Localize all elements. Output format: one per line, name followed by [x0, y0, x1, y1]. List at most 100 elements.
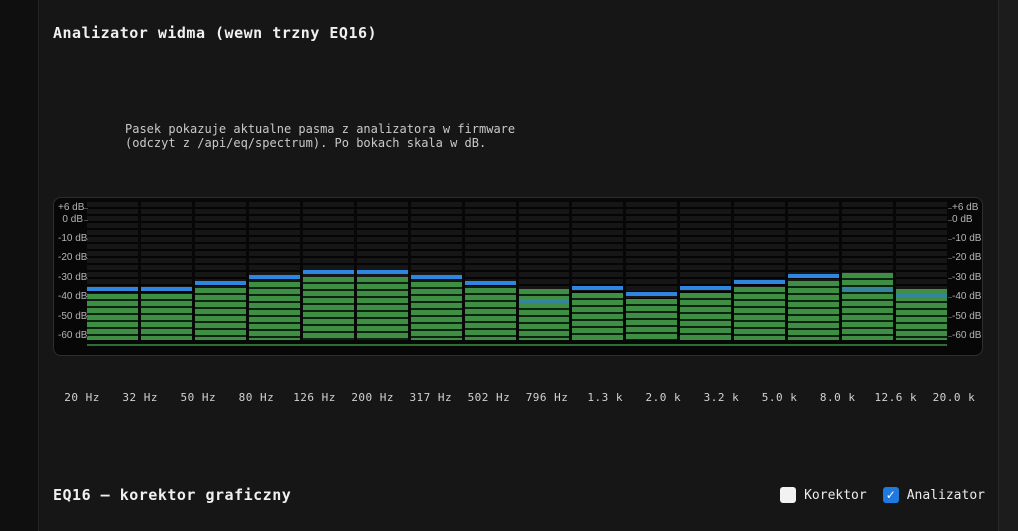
db-scale-label: -20 dB: [952, 252, 982, 264]
db-scale-tick: [948, 316, 952, 318]
chart-description: Pasek pokazuje aktualne pasma z analizat…: [125, 122, 516, 150]
db-scale-label: -40 dB: [58, 291, 88, 303]
spectrum-bar-level: [572, 293, 624, 340]
db-scale-tick: [948, 239, 952, 241]
spectrum-peak-indicator: [140, 287, 192, 292]
spectrum-peak-indicator: [788, 273, 840, 278]
spectrum-bar: [842, 202, 894, 340]
spectrum-analyzer-chart: +6 dB +6 dB 0 dB 0 dB -10 dB -10 dB -20 dB -20 …: [53, 197, 983, 356]
spectrum-peak-indicator: [572, 286, 624, 291]
freq-label: 796 Hz: [525, 391, 569, 404]
db-scale-label: -50 dB: [952, 310, 982, 322]
db-scale-label: -10 dB: [58, 233, 88, 245]
eq-section-header: EQ16 – korektor graficzny Korektor ✓ Ana…: [53, 483, 985, 507]
spectrum-bar: [518, 202, 570, 340]
db-scale-label: -20 dB: [58, 252, 88, 264]
spectrum-peak-indicator: [356, 269, 408, 274]
korektor-checkbox[interactable]: [780, 487, 797, 503]
db-scale-label: -50 dB: [58, 310, 88, 322]
db-scale-tick: [948, 219, 952, 221]
spectrum-bar-level: [626, 299, 678, 340]
freq-label: 8.0 k: [819, 391, 856, 404]
db-scale-label: -40 dB: [952, 291, 982, 303]
freq-label: 12.6 k: [874, 391, 918, 404]
page-title: Analizator widma (wewn trzny EQ16): [53, 24, 378, 42]
spectrum-bar-level: [302, 276, 354, 340]
freq-label: 502 Hz: [467, 391, 511, 404]
db-scale-tick: [948, 258, 952, 260]
db-scale-label: +6 dB: [952, 202, 979, 213]
korektor-toggle[interactable]: Korektor: [780, 487, 867, 503]
spectrum-bar-level: [464, 287, 516, 340]
db-scale-label: +6 dB: [58, 202, 85, 213]
spectrum-bar-level: [87, 294, 138, 340]
freq-label: 126 Hz: [293, 391, 336, 404]
db-scale-tick: [948, 277, 952, 279]
db-scale-tick: [84, 258, 88, 260]
spectrum-plot-area: [87, 202, 947, 340]
spectrum-bar: [572, 202, 624, 340]
db-scale-label: -60 dB: [952, 330, 982, 341]
spectrum-bar-level: [680, 293, 732, 340]
spectrum-bar: [896, 202, 947, 340]
freq-label: 1.3 k: [587, 391, 623, 404]
spectrum-baseline: [87, 344, 947, 346]
db-scale-label: -60 dB: [58, 330, 88, 341]
db-scale-tick: [84, 297, 88, 299]
db-scale-label: -30 dB: [952, 271, 982, 283]
analizator-label: Analizator: [906, 487, 985, 503]
spectrum-bar: [680, 202, 732, 340]
eq-section-title: EQ16 – korektor graficzny: [53, 486, 292, 504]
spectrum-peak-indicator: [680, 286, 732, 291]
spectrum-bar: [410, 202, 462, 340]
spectrum-peak-indicator: [87, 287, 138, 292]
db-scale-tick: [948, 208, 952, 209]
spectrum-peak-indicator: [302, 269, 354, 274]
spectrum-bar: [302, 202, 354, 340]
frequency-labels-row: 20 Hz 32 Hz 50 Hz 80 Hz 126 Hz 200 Hz 317 Hz 50…: [53, 391, 983, 404]
db-scale-tick: [84, 316, 88, 318]
spectrum-bar: [626, 202, 678, 340]
spectrum-bar: [356, 202, 408, 340]
toggle-group: Korektor ✓ Analizator: [780, 487, 985, 503]
spectrum-bar-level: [248, 281, 300, 340]
freq-label: 3.2 k: [703, 391, 740, 404]
db-scale-tick: [84, 208, 88, 209]
spectrum-bar: [734, 202, 786, 340]
main-panel: Analizator widma (wewn trzny EQ16) Pasek…: [40, 0, 998, 531]
db-scale-tick: [84, 277, 88, 279]
freq-label: 32 Hz: [122, 391, 158, 404]
spectrum-bar-level: [734, 286, 786, 340]
spectrum-peak-indicator: [896, 294, 947, 299]
spectrum-peak-indicator: [518, 299, 570, 304]
freq-label: 20.0 k: [932, 391, 976, 404]
spectrum-bar-level: [140, 294, 192, 340]
spectrum-bar: [248, 202, 300, 340]
db-scale-tick: [84, 239, 88, 241]
db-scale-label: 0 dB: [62, 213, 83, 225]
spectrum-bar-level: [788, 280, 840, 340]
spectrum-peak-indicator: [626, 292, 678, 297]
spectrum-peak-indicator: [194, 280, 246, 285]
freq-label: 200 Hz: [351, 391, 395, 404]
db-scale-label: -10 dB: [952, 233, 982, 245]
analizator-toggle[interactable]: ✓ Analizator: [882, 487, 985, 503]
spectrum-bar-level: [842, 272, 894, 340]
analizator-checkbox[interactable]: ✓: [882, 487, 899, 503]
right-scroll-gutter[interactable]: [998, 0, 1018, 531]
spectrum-bar: [87, 202, 138, 340]
spectrum-bar-level: [410, 281, 462, 340]
spectrum-bar: [464, 202, 516, 340]
spectrum-peak-indicator: [842, 286, 894, 291]
spectrum-peak-indicator: [464, 280, 516, 285]
spectrum-bar: [140, 202, 192, 340]
db-scale-label: -30 dB: [58, 271, 88, 283]
db-scale-tick: [84, 219, 88, 221]
freq-label: 80 Hz: [238, 391, 275, 404]
freq-label: 50 Hz: [180, 391, 217, 404]
db-scale-tick: [84, 336, 88, 337]
spectrum-bar: [788, 202, 840, 340]
freq-label: 5.0 k: [761, 391, 798, 404]
db-scale-label: 0 dB: [952, 213, 973, 225]
freq-label: 317 Hz: [409, 391, 453, 404]
